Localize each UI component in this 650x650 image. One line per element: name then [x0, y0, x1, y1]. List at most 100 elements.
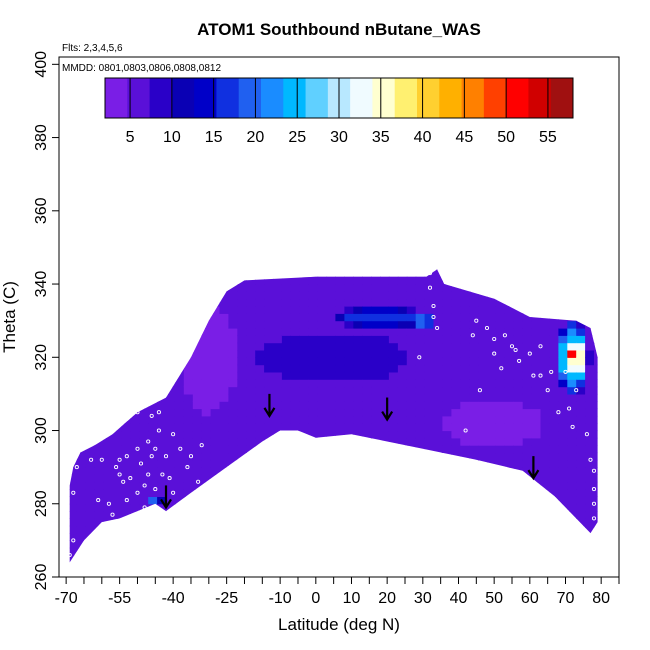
field-cell — [121, 489, 131, 497]
field-cell — [246, 269, 256, 278]
field-cell — [201, 459, 212, 468]
field-cell — [183, 269, 194, 278]
field-cell — [219, 306, 229, 314]
field-cell — [424, 364, 435, 373]
field-cell — [69, 284, 78, 292]
field-cell — [504, 496, 515, 505]
sample-point — [135, 410, 140, 415]
field-cell — [103, 489, 114, 497]
field-cell — [549, 364, 559, 373]
field-cell — [415, 423, 426, 432]
field-cell — [344, 350, 354, 358]
field-cell — [549, 489, 559, 497]
field-cell — [397, 459, 408, 468]
field-cell — [299, 503, 310, 512]
field-cell — [103, 357, 114, 366]
field-cell — [139, 496, 149, 505]
field-cell — [353, 284, 363, 292]
field-cell — [281, 408, 292, 417]
field-cell — [281, 547, 292, 556]
field-cell — [139, 533, 149, 541]
field-cell — [166, 269, 176, 270]
field-cell — [166, 379, 176, 388]
field-cell — [594, 408, 598, 417]
field-cell — [531, 313, 542, 322]
field-cell — [201, 328, 212, 336]
field-cell — [157, 386, 167, 395]
field-cell — [397, 415, 408, 424]
field-cell — [210, 298, 221, 307]
field-cell — [594, 415, 598, 424]
field-cell — [495, 371, 506, 380]
field-cell — [192, 459, 203, 468]
field-cell — [192, 306, 203, 314]
field-cell — [487, 518, 497, 527]
field-cell — [487, 547, 497, 556]
field-cell — [139, 437, 149, 446]
field-cell — [442, 555, 452, 563]
sample-point — [591, 516, 597, 521]
field-cell — [139, 269, 149, 270]
field-cell — [460, 276, 470, 285]
field-cell — [228, 313, 238, 322]
field-cell — [273, 291, 283, 300]
field-cell — [210, 540, 221, 549]
field-cell — [76, 496, 87, 505]
field-cell — [344, 415, 354, 424]
field-cell — [335, 342, 345, 351]
field-cell — [523, 562, 533, 570]
field-cell — [531, 320, 542, 329]
field-cell — [362, 408, 372, 417]
field-cell — [576, 423, 586, 432]
field-cell — [95, 562, 105, 570]
field-cell — [76, 481, 87, 490]
field-cell — [451, 284, 461, 292]
field-cell — [406, 408, 417, 417]
field-cell — [388, 269, 399, 278]
x-tick-label: 20 — [378, 590, 396, 607]
field-cell — [478, 467, 488, 475]
field-cell — [513, 342, 524, 351]
field-cell — [567, 269, 577, 270]
field-cell — [157, 393, 167, 402]
field-cell — [531, 511, 542, 519]
sample-point — [135, 490, 140, 495]
field-cell — [290, 555, 301, 563]
field-cell — [130, 481, 140, 490]
field-cell — [540, 342, 550, 351]
field-cell — [94, 371, 105, 380]
field-cell — [540, 474, 550, 483]
field-cell — [380, 496, 390, 505]
field-cell — [460, 511, 470, 519]
field-cell — [308, 415, 319, 424]
field-cell — [317, 496, 328, 505]
field-cell — [594, 313, 598, 322]
field-cell — [576, 496, 586, 505]
field-cell — [121, 364, 131, 373]
field-cell — [326, 533, 336, 541]
field-cell — [85, 298, 96, 307]
field-cell — [121, 533, 131, 541]
field-cell — [415, 547, 426, 556]
field-cell — [157, 467, 167, 475]
field-cell — [273, 298, 283, 307]
field-cell — [210, 525, 221, 534]
field-cell — [460, 481, 470, 490]
colorbar-cell — [461, 78, 485, 118]
field-cell — [415, 430, 426, 439]
field-cell — [424, 320, 435, 329]
field-cell — [290, 503, 301, 512]
field-cell — [103, 364, 114, 373]
field-cell — [594, 423, 598, 432]
field-cell — [112, 335, 122, 344]
field-cell — [94, 423, 105, 432]
field-cell — [558, 364, 568, 373]
field-cell — [59, 562, 69, 570]
field-cell — [442, 525, 452, 534]
field-cell — [193, 562, 203, 570]
field-cell — [504, 445, 515, 454]
field-cell — [380, 518, 390, 527]
field-cell — [344, 276, 354, 285]
field-cell — [540, 306, 550, 314]
field-cell — [380, 298, 390, 307]
